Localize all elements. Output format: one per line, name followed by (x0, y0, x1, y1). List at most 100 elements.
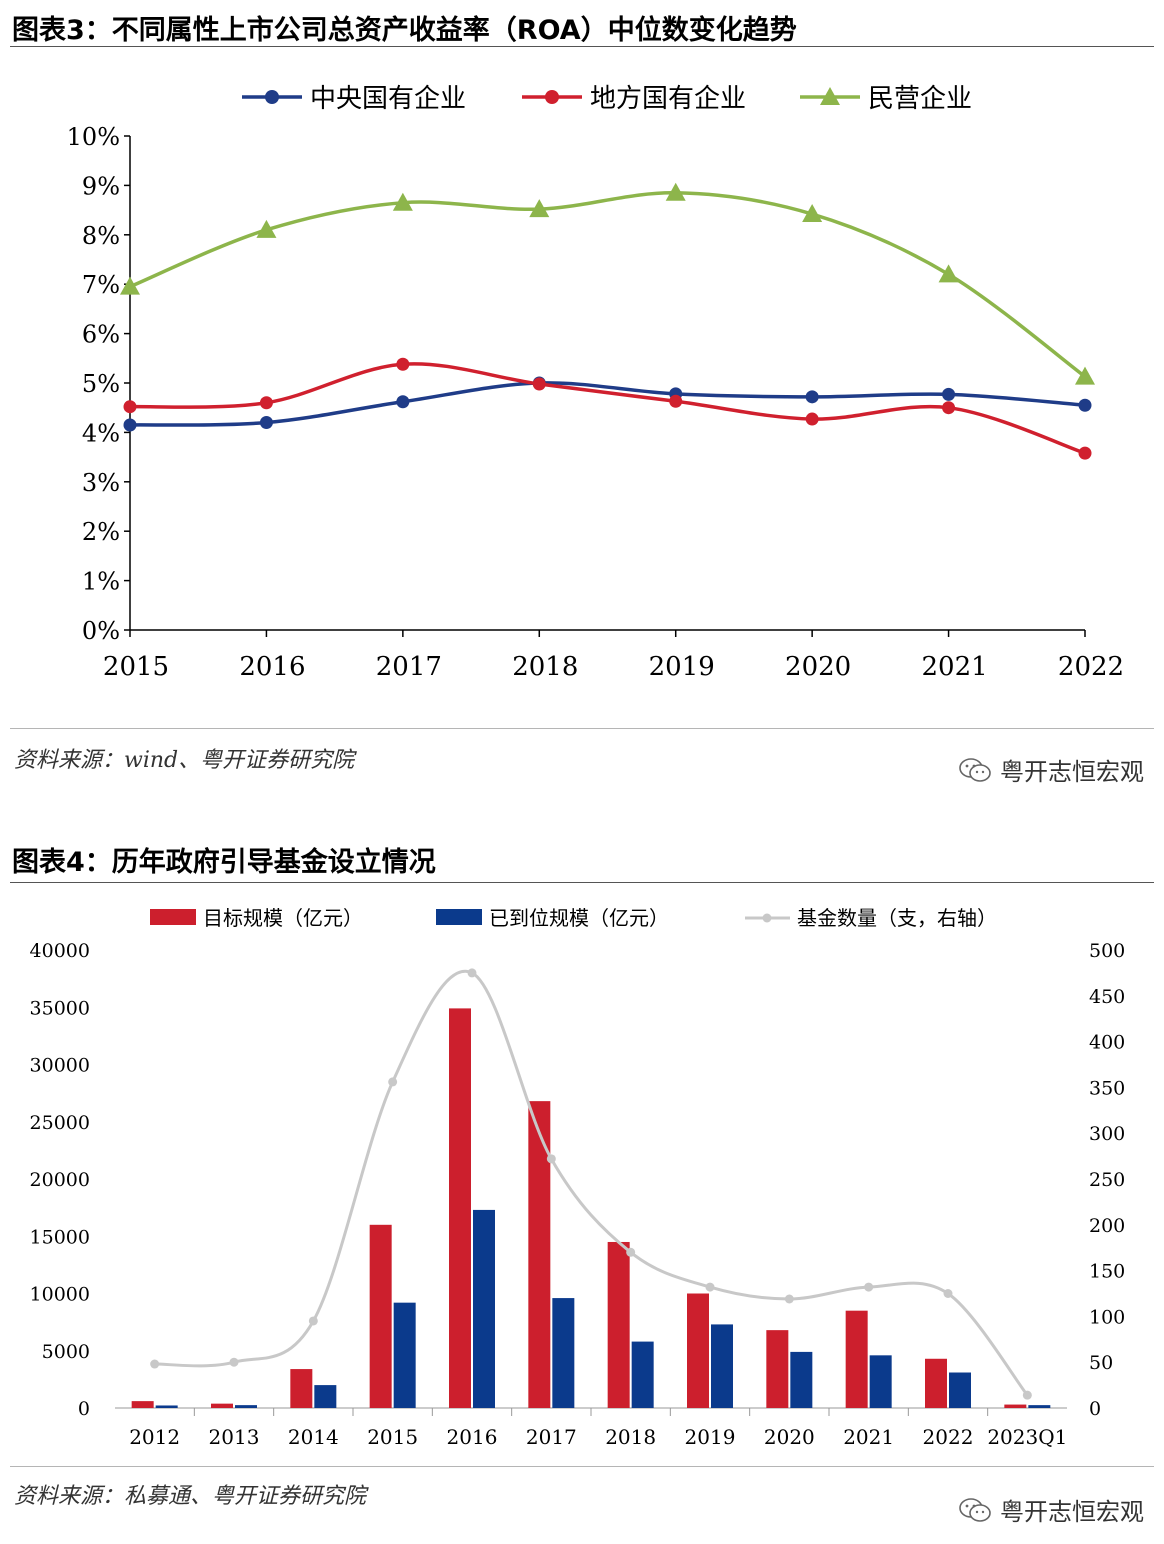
chart3-y-tick-label: 0% (82, 617, 120, 645)
bar-target-2012 (131, 1401, 154, 1408)
bar-actual-2015 (393, 1302, 416, 1408)
chart4-right-tick-label: 250 (1089, 1169, 1125, 1191)
chart3-y-tick-label: 7% (82, 271, 120, 299)
chart3-y-tick-label: 6% (82, 321, 120, 349)
chart4-left-tick-label: 25000 (30, 1112, 90, 1134)
data-point (123, 418, 137, 432)
chart4-x-tick-label: 2018 (605, 1425, 656, 1449)
chart4-left-tick-label: 0 (78, 1398, 90, 1420)
count-point-2017 (546, 1154, 556, 1164)
legend-label: 基金数量（支，右轴） (797, 906, 997, 930)
chart4-x-tick-label: 2023Q1 (987, 1425, 1067, 1449)
data-point (805, 412, 819, 426)
count-point-2015 (388, 1077, 398, 1087)
chart4-right-tick-label: 300 (1089, 1123, 1125, 1145)
data-point (942, 387, 956, 401)
chart4-left-tick-label: 10000 (30, 1284, 90, 1306)
chart3-y-tick-label: 2% (82, 518, 120, 546)
legend-label: 民营企业 (868, 84, 972, 114)
chart4-legend: 目标规模（亿元） 已到位规模（亿元） 基金数量（支，右轴） (150, 906, 997, 930)
data-point (256, 219, 277, 238)
data-point (942, 401, 956, 415)
bar-target-2013 (211, 1403, 233, 1408)
chart4-right-tick-label: 450 (1089, 986, 1125, 1008)
chart4-left-tick-label: 40000 (30, 940, 90, 962)
figure3-title-rule (10, 46, 1154, 47)
chart4-x-tick-label: 2012 (129, 1425, 180, 1449)
chart3-x-tick-label: 2017 (376, 652, 442, 682)
data-point (259, 416, 273, 430)
chart3-x-tick-label: 2018 (512, 652, 578, 682)
chart3-y-tick-label: 10% (67, 123, 120, 151)
chart4-x-tick-label: 2014 (288, 1425, 339, 1449)
bar-actual-2019 (711, 1324, 733, 1408)
count-point-2023Q1 (1022, 1390, 1032, 1400)
chart3-y-tick-label: 8% (82, 222, 120, 250)
chart4-count-line (150, 968, 1032, 1400)
bar-target-2019 (687, 1293, 709, 1408)
chart4-x-tick-label: 2015 (367, 1425, 418, 1449)
bar-target-2015 (369, 1224, 392, 1408)
series-line (129, 381, 1086, 427)
chart3-legend: 中央国有企业 地方国有企业 民营企业 (242, 84, 972, 114)
count-point-2021 (864, 1282, 874, 1292)
count-point-2022 (943, 1289, 953, 1298)
legend-marker-count (762, 913, 772, 923)
figure3-title: 图表3：不同属性上市公司总资产收益率（ROA）中位数变化趋势 (12, 15, 797, 46)
data-point (669, 394, 683, 408)
count-point-2020 (784, 1294, 794, 1304)
chart3-y-tick-label: 1% (82, 568, 120, 596)
bar-target-2018 (607, 1241, 630, 1408)
series-line (129, 191, 1087, 378)
chart4-right-tick-label: 200 (1089, 1215, 1125, 1237)
chart3-x-tick-label: 2019 (649, 652, 715, 682)
bar-target-2022 (925, 1358, 947, 1408)
bar-actual-2022 (949, 1372, 971, 1408)
data-point (396, 357, 410, 371)
chart4-x-tick-label: 2017 (526, 1425, 577, 1449)
count-point-2013 (229, 1357, 239, 1367)
chart4-x-tick-label: 2019 (685, 1425, 736, 1449)
figure3-source-rule (10, 728, 1154, 729)
roa-line-chart: 中央国有企业 地方国有企业 民营企业 0% 1% 2% 3% 4% 5% 6% 7% 8% 9% 10%… (67, 84, 1124, 682)
series-line (129, 362, 1086, 455)
chart4-x-tick-label: 2016 (447, 1425, 498, 1449)
bar-actual-2020 (790, 1351, 813, 1408)
data-point (938, 264, 959, 283)
bar-target-2014 (290, 1369, 313, 1408)
data-point (802, 204, 823, 223)
chart4-bars (131, 1008, 1051, 1408)
legend-label: 中央国有企业 (310, 84, 466, 114)
data-point (392, 192, 413, 211)
chart4-axes: 0500010000150002000025000300003500040000… (30, 940, 1126, 1449)
bar-actual-2017 (552, 1298, 575, 1408)
data-point (805, 390, 819, 404)
chart4-x-tick-label: 2022 (923, 1425, 974, 1449)
chart3-x-tick-label: 2022 (1058, 652, 1124, 682)
count-point-2018 (626, 1247, 636, 1257)
bar-target-2020 (766, 1330, 789, 1408)
data-point (532, 377, 546, 391)
figure4-title-rule (10, 882, 1154, 883)
count-point-2014 (308, 1316, 318, 1326)
bar-actual-2013 (235, 1405, 257, 1408)
chart3-y-tick-label: 4% (82, 419, 120, 447)
bar-target-2021 (845, 1310, 868, 1408)
legend-label: 已到位规模（亿元） (489, 906, 669, 930)
bar-target-2017 (528, 1101, 551, 1408)
chart3-x-tick-label: 2020 (785, 652, 851, 682)
bar-actual-2012 (155, 1405, 178, 1408)
chart4-right-tick-label: 0 (1089, 1398, 1101, 1420)
chart4-left-tick-label: 15000 (30, 1226, 90, 1248)
count-point-2012 (150, 1359, 160, 1369)
bar-actual-2021 (869, 1355, 892, 1408)
legend-swatch-actual (436, 909, 482, 925)
data-point (396, 395, 410, 409)
chart4-x-tick-label: 2013 (209, 1425, 260, 1449)
data-point (529, 199, 550, 218)
chart4-right-tick-label: 400 (1089, 1032, 1125, 1054)
chart3-x-tick-label: 2015 (103, 652, 169, 682)
legend-swatch-target (150, 909, 196, 925)
legend-label: 地方国有企业 (590, 84, 746, 114)
figure3-watermark-text: 粤开志恒宏观 (1000, 758, 1144, 786)
